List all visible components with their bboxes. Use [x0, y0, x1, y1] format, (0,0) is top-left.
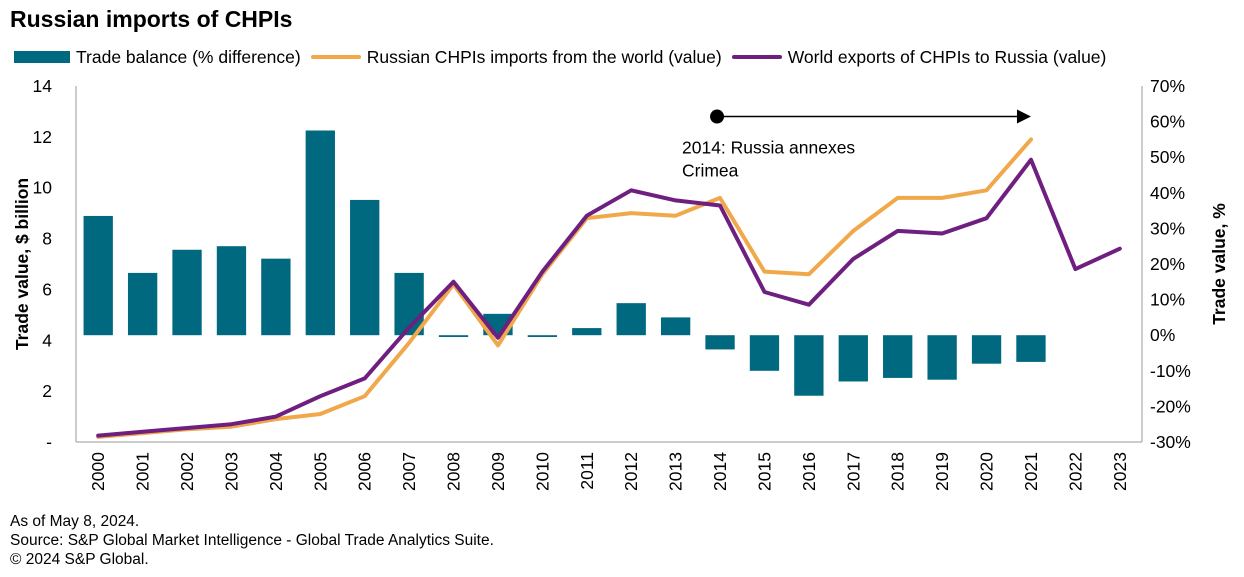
- x-tick-label: 2015: [754, 452, 774, 491]
- x-tick-label: 2022: [1065, 452, 1085, 491]
- trade-balance-bar: [261, 258, 291, 336]
- legend-swatch-orange: [310, 55, 361, 59]
- left-tick-label: 6: [42, 279, 52, 299]
- right-tick-label: 50%: [1150, 147, 1185, 167]
- legend-label-exports: World exports of CHPIs to Russia (value): [787, 46, 1107, 67]
- right-tick-label: -30%: [1150, 432, 1191, 452]
- x-tick-label: 2019: [932, 452, 952, 491]
- right-tick-label: 0%: [1150, 325, 1175, 345]
- right-tick-label: -20%: [1150, 396, 1191, 416]
- x-tick-label: 2008: [444, 452, 464, 491]
- annotation-text-line1: 2014: Russia annexes: [682, 138, 855, 158]
- x-tick-label: 2017: [843, 452, 863, 491]
- legend-item-trade-balance: Trade balance (% difference): [14, 47, 301, 68]
- right-tick-label: 60%: [1150, 112, 1185, 132]
- left-tick-label: 12: [33, 127, 52, 147]
- x-tick-label: 2020: [977, 452, 997, 491]
- trade-balance-bar: [172, 249, 202, 336]
- legend-swatch-purple: [731, 55, 782, 59]
- trade-balance-bar: [527, 335, 558, 337]
- left-tick-label: 14: [33, 76, 53, 96]
- x-tick-label: 2002: [177, 452, 197, 491]
- x-tick-label: 2000: [88, 452, 108, 491]
- x-tick-label: 2012: [621, 452, 641, 491]
- trade-balance-bar: [660, 317, 691, 336]
- x-tick-label: 2006: [355, 452, 375, 491]
- left-axis-title: Trade value, $ billion: [12, 178, 32, 350]
- x-tick-label: 2004: [266, 452, 286, 491]
- x-tick-label: 2023: [1110, 452, 1130, 491]
- trade-balance-bar: [705, 335, 735, 350]
- legend-label-imports: Russian CHPIs imports from the world (va…: [366, 46, 722, 67]
- trade-balance-bar: [438, 335, 469, 337]
- left-tick-label: -: [46, 432, 52, 452]
- x-tick-label: 2011: [577, 452, 597, 490]
- right-tick-label: 40%: [1150, 183, 1185, 203]
- right-tick-label: 30%: [1150, 218, 1185, 238]
- trade-balance-bar: [1016, 335, 1046, 362]
- x-tick-label: 2005: [310, 452, 330, 491]
- x-tick-label: 2013: [666, 452, 686, 491]
- annotation-arrow-start: [710, 109, 725, 124]
- trade-balance-bar: [616, 303, 646, 336]
- trade-balance-bar: [883, 335, 913, 378]
- trade-balance-bar: [216, 246, 247, 336]
- trade-balance-bar: [971, 335, 1002, 364]
- left-tick-label: 10: [33, 178, 53, 198]
- legend-item-imports: Russian CHPIs imports from the world (va…: [310, 46, 722, 68]
- trade-balance-bar: [838, 335, 868, 382]
- trade-balance-bar: [794, 335, 824, 396]
- trade-balance-bar: [572, 328, 602, 336]
- right-tick-label: 10%: [1150, 290, 1185, 310]
- trade-balance-bar: [350, 199, 380, 336]
- annotation-arrowhead: [1016, 109, 1031, 124]
- right-axis-title: Trade value, %: [1209, 203, 1229, 325]
- chart-title: Russian imports of CHPIs: [10, 6, 293, 32]
- x-tick-label: 2001: [133, 452, 153, 491]
- x-tick-label: 2010: [532, 452, 552, 491]
- x-tick-label: 2014: [710, 452, 730, 491]
- trade-balance-bar: [83, 215, 113, 336]
- right-tick-label: 20%: [1150, 254, 1185, 274]
- right-tick-label: -10%: [1150, 361, 1191, 381]
- x-tick-label: 2021: [1021, 452, 1041, 491]
- legend-item-exports: World exports of CHPIs to Russia (value): [731, 46, 1107, 68]
- right-tick-label: 70%: [1150, 76, 1185, 96]
- left-tick-label: 4: [42, 330, 52, 350]
- exports-line: [96, 157, 1122, 438]
- legend: Trade balance (% difference) Russian CHP…: [14, 44, 1116, 70]
- x-tick-label: 2018: [888, 452, 908, 491]
- footer-copyright: © 2024 S&P Global.: [10, 551, 149, 568]
- trade-balance-bar: [305, 130, 335, 336]
- footer-source: Source: S&P Global Market Intelligence -…: [10, 532, 494, 549]
- legend-label-trade-balance: Trade balance (% difference): [76, 46, 301, 67]
- x-tick-label: 2007: [399, 452, 419, 491]
- annotation-text-line2: Crimea: [682, 161, 739, 181]
- footer: As of May 8, 2024. Source: S&P Global Ma…: [10, 512, 494, 569]
- x-tick-label: 2009: [488, 452, 508, 491]
- left-tick-label: 2: [42, 381, 52, 401]
- legend-swatch-bars: [14, 51, 70, 63]
- x-tick-label: 2016: [799, 452, 819, 491]
- trade-balance-bar: [927, 335, 957, 380]
- left-tick-label: 8: [42, 229, 52, 249]
- footer-date: As of May 8, 2024.: [10, 513, 140, 530]
- trade-balance-bar: [749, 335, 780, 371]
- x-tick-label: 2003: [221, 452, 241, 491]
- trade-balance-bar: [127, 272, 158, 336]
